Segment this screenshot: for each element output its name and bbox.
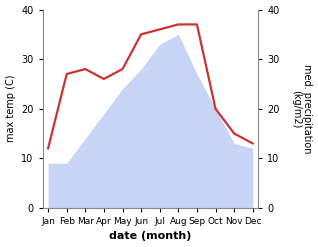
Y-axis label: med. precipitation
(kg/m2): med. precipitation (kg/m2) xyxy=(291,64,313,153)
X-axis label: date (month): date (month) xyxy=(109,231,192,242)
Y-axis label: max temp (C): max temp (C) xyxy=(5,75,16,143)
